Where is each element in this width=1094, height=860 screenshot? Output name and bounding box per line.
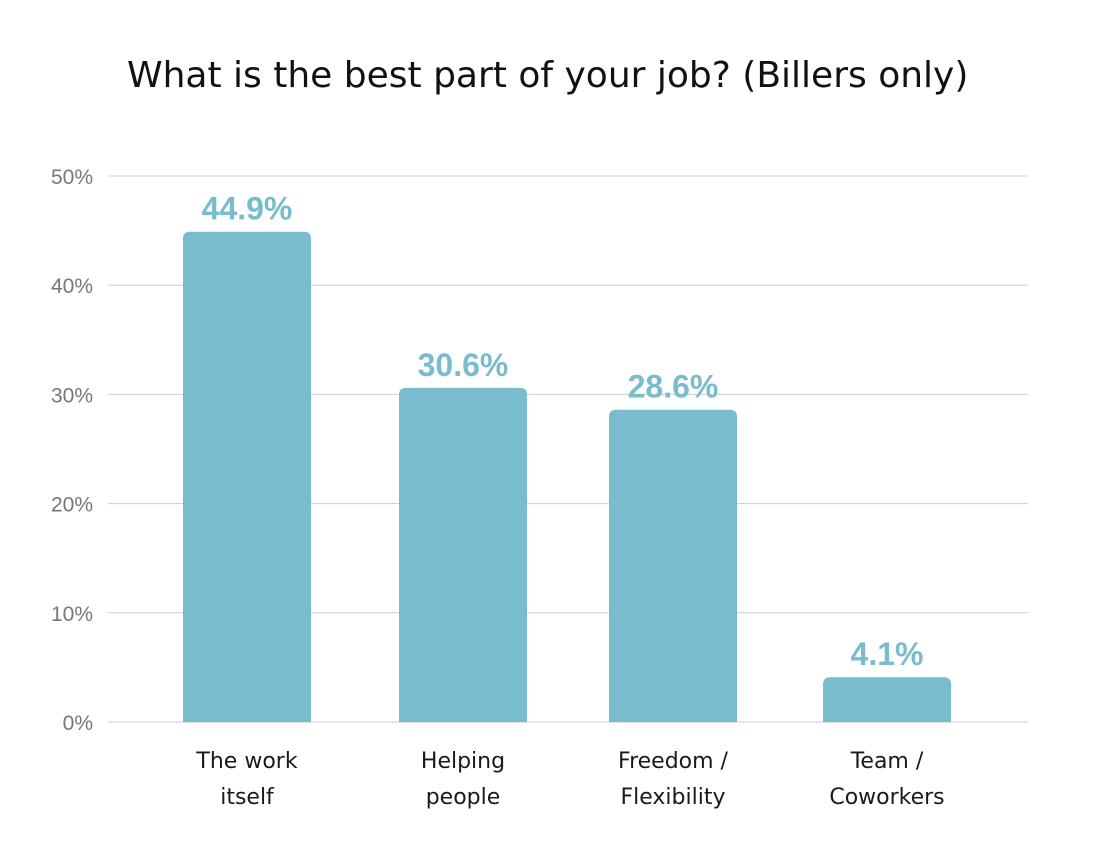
y-tick-label: 30% bbox=[51, 384, 93, 407]
x-axis-ticks: The work itself Helping people Freedom / Flex… bbox=[195, 749, 944, 810]
bar bbox=[183, 231, 311, 722]
y-tick-label: 10% bbox=[51, 603, 93, 626]
data-label: 4.1% bbox=[851, 636, 924, 672]
x-tick-label: The work itself bbox=[195, 749, 297, 810]
bars bbox=[183, 231, 951, 722]
x-tick-label: Team / Coworkers bbox=[829, 749, 944, 810]
bar bbox=[609, 409, 737, 722]
data-labels: 44.9% 30.6% 28.6% 4.1% bbox=[202, 191, 924, 673]
x-tick-label: Freedom / Flexibility bbox=[618, 749, 729, 810]
data-label: 28.6% bbox=[628, 369, 719, 405]
y-tick-label: 20% bbox=[51, 494, 93, 517]
y-tick-label: 50% bbox=[51, 166, 93, 189]
y-tick-label: 0% bbox=[63, 712, 93, 735]
y-tick-label: 40% bbox=[51, 275, 93, 298]
data-label: 30.6% bbox=[418, 347, 509, 383]
bar bbox=[399, 387, 527, 722]
y-axis-ticks: 0% 10% 20% 30% 40% 50% bbox=[51, 166, 93, 735]
chart-title: What is the best part of your job? (Bill… bbox=[127, 55, 969, 96]
bar bbox=[823, 677, 951, 722]
x-tick-label: Helping people bbox=[421, 749, 505, 810]
data-label: 44.9% bbox=[202, 191, 293, 227]
